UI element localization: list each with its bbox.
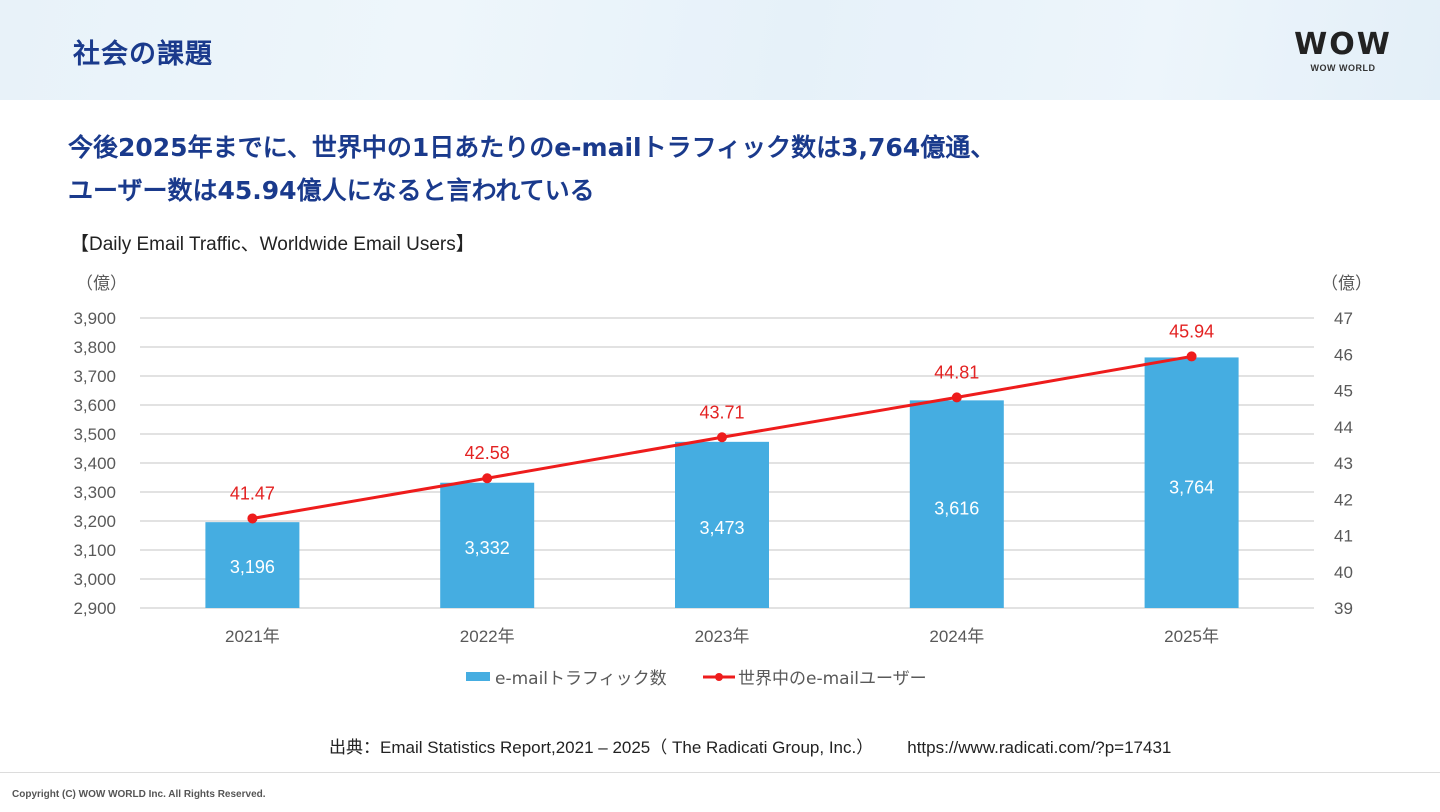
bar-series <box>205 357 1239 608</box>
left-axis-tick-label: 2,900 <box>73 599 116 618</box>
bar-data-label: 3,332 <box>465 538 510 558</box>
source-url[interactable]: https://www.radicati.com/?p=17431 <box>907 738 1172 757</box>
line-data-labels: 41.47 42.58 43.71 44.81 45.94 <box>230 321 1214 503</box>
right-axis-tick-label: 44 <box>1334 418 1353 437</box>
left-axis-tick-label: 3,300 <box>73 483 116 502</box>
line-point <box>247 513 258 524</box>
bar <box>909 400 1004 608</box>
left-axis-tick-label: 3,100 <box>73 541 116 560</box>
legend-line-label: 世界中のe-mailユーザー <box>738 669 927 689</box>
x-axis-label: 2023年 <box>695 627 750 646</box>
right-axis-tick-label: 42 <box>1334 490 1353 509</box>
right-axis-tick-label: 43 <box>1334 454 1353 473</box>
line-point <box>717 432 727 443</box>
left-axis-unit: （億） <box>76 274 127 294</box>
chart-title: 【Daily Email Traffic、Worldwide Email Use… <box>70 234 475 255</box>
line-data-label: 44.81 <box>934 362 979 382</box>
right-axis-tick-label: 39 <box>1334 599 1353 618</box>
right-axis-tick-label: 47 <box>1334 309 1353 328</box>
left-axis-tick-label: 3,500 <box>73 425 116 444</box>
copyright: Copyright (C) WOW WORLD Inc. All Rights … <box>12 789 266 800</box>
bar <box>675 441 769 608</box>
right-axis-unit: （億） <box>1321 274 1372 294</box>
bar-data-label: 3,473 <box>699 518 744 538</box>
left-axis-ticks: 3,900 3,800 3,700 3,600 3,500 3,400 3,300 3,200… <box>73 309 116 618</box>
line-data-label: 41.47 <box>230 483 275 503</box>
left-axis-tick-label: 3,700 <box>73 367 116 386</box>
legend-bar-label: e-mailトラフィック数 <box>495 669 667 689</box>
footer-divider <box>0 772 1440 773</box>
source-citation: 出典：Email Statistics Report,2021 – 2025（ … <box>329 733 1171 758</box>
x-axis-label: 2021年 <box>225 627 280 646</box>
left-axis-tick-label: 3,000 <box>73 570 116 589</box>
right-axis-tick-label: 41 <box>1334 527 1353 546</box>
legend: e-mailトラフィック数 世界中のe-mailユーザー <box>466 669 927 689</box>
right-axis-ticks: 47 46 45 44 43 42 41 40 39 <box>1334 309 1353 618</box>
bar-data-labels: 3,196 3,332 3,473 3,616 3,764 <box>230 478 1214 577</box>
legend-line-marker <box>715 673 723 681</box>
logo-subtitle: WOW WORLD <box>1310 63 1376 73</box>
bar <box>440 482 535 608</box>
line-point <box>951 392 962 403</box>
x-axis-labels: 2021年 2022年 2023年 2024年 2025年 <box>225 627 1219 646</box>
left-axis-tick-label: 3,900 <box>73 309 116 328</box>
line-data-label: 45.94 <box>1169 321 1214 341</box>
bar-data-label: 3,764 <box>1169 478 1214 498</box>
x-axis-label: 2024年 <box>929 627 984 646</box>
line-point <box>1186 351 1197 362</box>
legend-bar-swatch <box>466 672 490 681</box>
bar <box>205 522 300 608</box>
logo-mark: WOW <box>1294 27 1392 62</box>
x-axis-label: 2025年 <box>1164 627 1219 646</box>
line-data-label: 42.58 <box>465 443 510 463</box>
slide-header: 社会の課題 WOW WOW WORLD <box>0 0 1440 100</box>
right-axis-tick-label: 40 <box>1334 563 1353 582</box>
x-axis-label: 2022年 <box>460 627 515 646</box>
source-text: 出典：Email Statistics Report,2021 – 2025（ … <box>329 738 874 757</box>
left-axis-tick-label: 3,400 <box>73 454 116 473</box>
section-title: 社会の課題 <box>73 39 213 70</box>
company-logo: WOW WOW WORLD <box>1288 27 1398 74</box>
line-point <box>482 473 493 484</box>
headline-line-2: ユーザー数は45.94億人になると言われている <box>68 176 595 205</box>
combo-chart: 3,900 3,800 3,700 3,600 3,500 3,400 3,300 3,200… <box>73 274 1372 689</box>
bar <box>1144 357 1239 608</box>
bar-data-label: 3,616 <box>934 498 979 518</box>
right-axis-tick-label: 45 <box>1334 382 1353 401</box>
left-axis-tick-label: 3,600 <box>73 396 116 415</box>
left-axis-tick-label: 3,200 <box>73 512 116 531</box>
headline-line-1: 今後2025年までに、世界中の1日あたりのe-mailトラフィック数は3,764… <box>68 133 996 162</box>
line-data-label: 43.71 <box>699 402 744 422</box>
left-axis-tick-label: 3,800 <box>73 338 116 357</box>
line-series <box>247 351 1197 524</box>
headline: 今後2025年までに、世界中の1日あたりのe-mailトラフィック数は3,764… <box>68 126 995 212</box>
bar-data-label: 3,196 <box>230 557 275 577</box>
right-axis-tick-label: 46 <box>1334 345 1353 364</box>
